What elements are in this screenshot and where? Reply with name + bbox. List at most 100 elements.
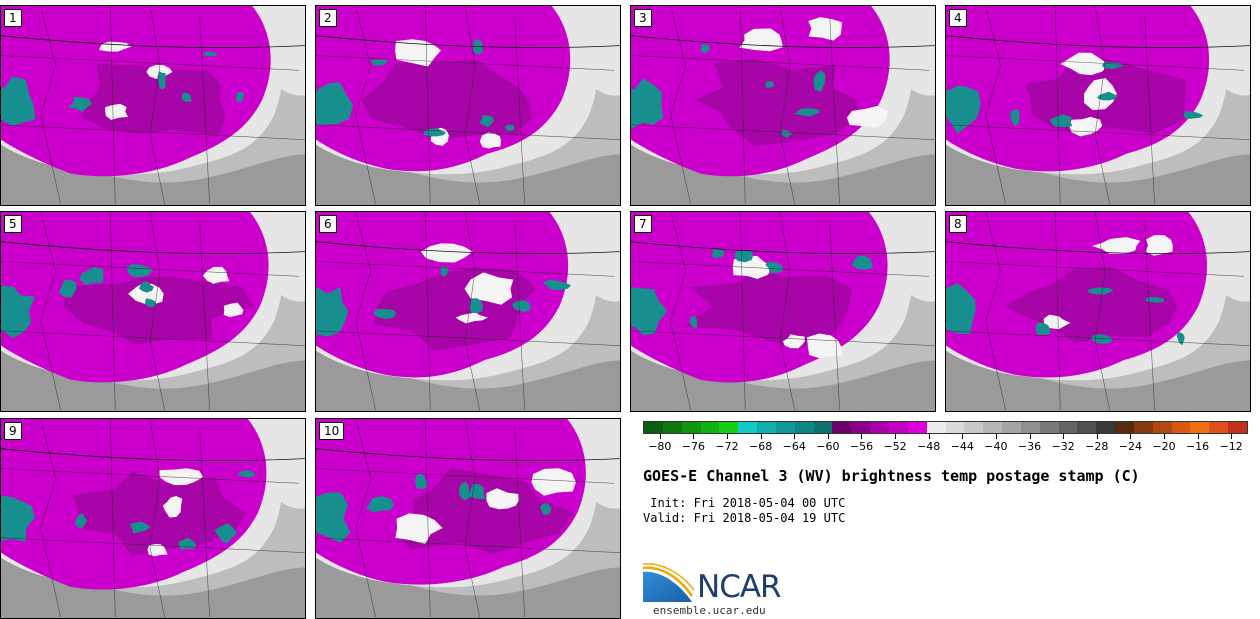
country-border (1, 35, 305, 48)
colorbar (643, 421, 1248, 434)
state-border (355, 6, 376, 205)
dry-air-south (316, 350, 620, 411)
cold-cloud-top (370, 59, 389, 66)
cold-cloud-top (946, 283, 976, 335)
clear-gap (479, 132, 502, 149)
figure-title: GOES-E Channel 3 (WV) brightness temp po… (643, 467, 1140, 485)
colorbar-tick (1163, 434, 1165, 439)
init-time: Init: Fri 2018-05-04 00 UTC (643, 496, 846, 510)
state-border (316, 261, 615, 277)
colorbar-tick (928, 434, 930, 439)
state-border (946, 330, 1250, 346)
colorbar-segment (738, 422, 758, 433)
state-border (149, 6, 166, 205)
state-border (355, 419, 376, 618)
colorbar-tick-label: −44 (950, 440, 974, 453)
colorbar-segment (832, 422, 852, 433)
cold-cloud-top (1097, 91, 1118, 101)
colorbar-segment (794, 422, 814, 433)
ncar-logo-icon (642, 563, 695, 602)
colorbar-tick (794, 434, 796, 439)
colorbar-segment (888, 422, 908, 433)
state-border (631, 124, 935, 140)
colorbar-segment (1020, 422, 1040, 433)
colorbar-segment (926, 422, 946, 433)
colorbar-segment (1077, 422, 1097, 433)
colorbar-segment (662, 422, 682, 433)
cold-cloud-top (68, 96, 92, 112)
colorbar-tick (1231, 434, 1233, 439)
state-border (109, 212, 116, 411)
clear-gap (162, 496, 183, 518)
state-border (631, 55, 930, 71)
cold-cloud-top (1, 495, 35, 543)
dry-air-south (631, 350, 935, 411)
water-vapor-map (946, 6, 1250, 205)
dry-air-south (316, 557, 620, 618)
dry-air-south (1, 144, 305, 205)
colorbar-segment (1058, 422, 1078, 433)
colorbar-segment (1209, 422, 1229, 433)
cold-cloud-top (813, 70, 826, 92)
panel-number-label: 1 (4, 9, 22, 27)
state-border (109, 419, 116, 618)
colorbar-segment (1115, 422, 1134, 433)
ensemble-member-panel: 2 (315, 5, 621, 206)
country-border (946, 241, 1250, 254)
colorbar-tick (1096, 434, 1098, 439)
state-border (316, 55, 615, 71)
colorbar-segment (644, 422, 663, 433)
colorbar-tick-label: −64 (782, 440, 806, 453)
cold-cloud-top (157, 71, 166, 90)
clear-gap (128, 282, 164, 305)
colorbar-segment (1039, 422, 1059, 433)
cold-cloud-top (1, 76, 36, 127)
colorbar-tick (659, 434, 661, 439)
cold-cloud-top (237, 470, 255, 478)
colorbar-tick (693, 434, 695, 439)
colorbar-tick-label: −80 (648, 440, 672, 453)
panel-number-label: 2 (319, 9, 337, 27)
cold-cloud-top (734, 250, 753, 263)
state-border (985, 212, 1006, 411)
colorbar-tick-label: −48 (917, 440, 941, 453)
website-link[interactable]: ensemble.ucar.edu (653, 604, 766, 617)
water-vapor-map (316, 6, 620, 205)
colorbar-segment (700, 422, 720, 433)
cold-cloud-top (373, 309, 396, 320)
cold-cloud-top (504, 124, 515, 131)
clear-gap (395, 513, 443, 545)
cold-cloud-top (851, 255, 874, 270)
clear-gap (531, 468, 576, 496)
cold-cloud-top (690, 316, 698, 329)
state-border (1, 468, 300, 484)
colorbar-tick (895, 434, 897, 439)
clear-gap (421, 243, 473, 263)
state-border (149, 212, 166, 411)
state-border (316, 330, 620, 346)
colorbar-segment (1152, 422, 1172, 433)
ensemble-member-panel: 5 (0, 211, 306, 412)
cold-cloud-top (1049, 114, 1073, 128)
colorbar-segment (719, 422, 739, 433)
cold-cloud-top (700, 44, 711, 54)
cold-cloud-top (235, 91, 244, 103)
panel-number-label: 5 (4, 215, 22, 233)
deep-moisture-core (394, 468, 575, 555)
colorbar-tick-label: −28 (1085, 440, 1109, 453)
cold-cloud-top (316, 492, 351, 543)
colorbar-tick-label: −36 (1017, 440, 1042, 453)
state-border (1, 55, 300, 71)
colorbar-segment (964, 422, 984, 433)
cold-cloud-top (794, 108, 821, 117)
cold-cloud-top (1145, 297, 1164, 303)
clear-gap (464, 272, 514, 305)
colorbar-ticks: −80 −76 −72 −68 −64 −60 −56 −52 −48 −44 −40 −36 −32−… (643, 434, 1248, 458)
state-border (1, 261, 300, 277)
colorbar-tick-label: −24 (1118, 440, 1142, 453)
state-border (946, 55, 1245, 71)
ensemble-member-panel: 3 (630, 5, 936, 206)
ensemble-member-panel: 10 (315, 418, 621, 619)
cold-cloud-top (631, 78, 664, 129)
cold-cloud-top (472, 39, 483, 56)
